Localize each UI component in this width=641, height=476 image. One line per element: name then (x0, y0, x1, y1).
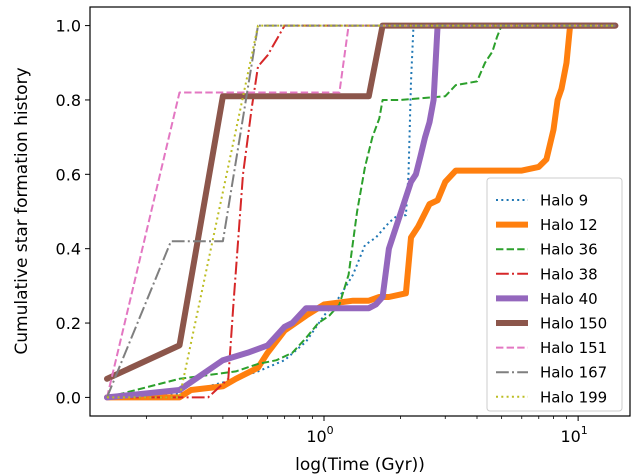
legend-label: Halo 12 (540, 216, 598, 234)
legend: Halo 9 Halo 12 Halo 36 Halo 38 Halo 40 Halo 1… (486, 177, 623, 412)
series-line-halo-199 (107, 24, 616, 399)
series-line-halo-12 (104, 22, 619, 401)
y-tick-label: 0.4 (56, 240, 81, 259)
legend-label: Halo 38 (540, 265, 598, 283)
legend-box (486, 177, 623, 412)
legend-label: Halo 150 (540, 315, 607, 333)
y-tick-label: 0.8 (56, 91, 81, 110)
series-line-halo-9 (106, 24, 616, 399)
series-lines (104, 22, 619, 401)
y-tick-label: 0.6 (56, 165, 81, 184)
plot-frame (89, 6, 631, 417)
y-axis-label: Cumulative star formation history (12, 67, 32, 354)
y-axis-ticks: 0.0 0.2 0.4 0.6 0.8 1.0 (56, 17, 90, 407)
legend-label: Halo 167 (540, 364, 607, 382)
legend-label: Halo 9 (540, 192, 588, 210)
x-axis-label: log(Time (Gyr)) (295, 455, 425, 475)
legend-label: Halo 199 (540, 388, 607, 406)
series-line-halo-167 (106, 24, 616, 398)
y-tick-label: 1.0 (56, 17, 81, 36)
x-tick-label: 101 (560, 424, 587, 446)
y-tick-label: 0.0 (56, 388, 81, 407)
series-line-halo-40 (104, 22, 619, 401)
series-line-halo-38 (107, 24, 616, 399)
legend-label: Halo 151 (540, 339, 607, 357)
legend-label: Halo 40 (540, 290, 598, 308)
series-line-halo-36 (106, 24, 616, 399)
x-tick-label: 100 (306, 424, 333, 446)
x-axis-ticks: 100 101 (145, 416, 588, 446)
legend-label: Halo 36 (540, 241, 598, 259)
y-tick-label: 0.2 (56, 314, 81, 333)
